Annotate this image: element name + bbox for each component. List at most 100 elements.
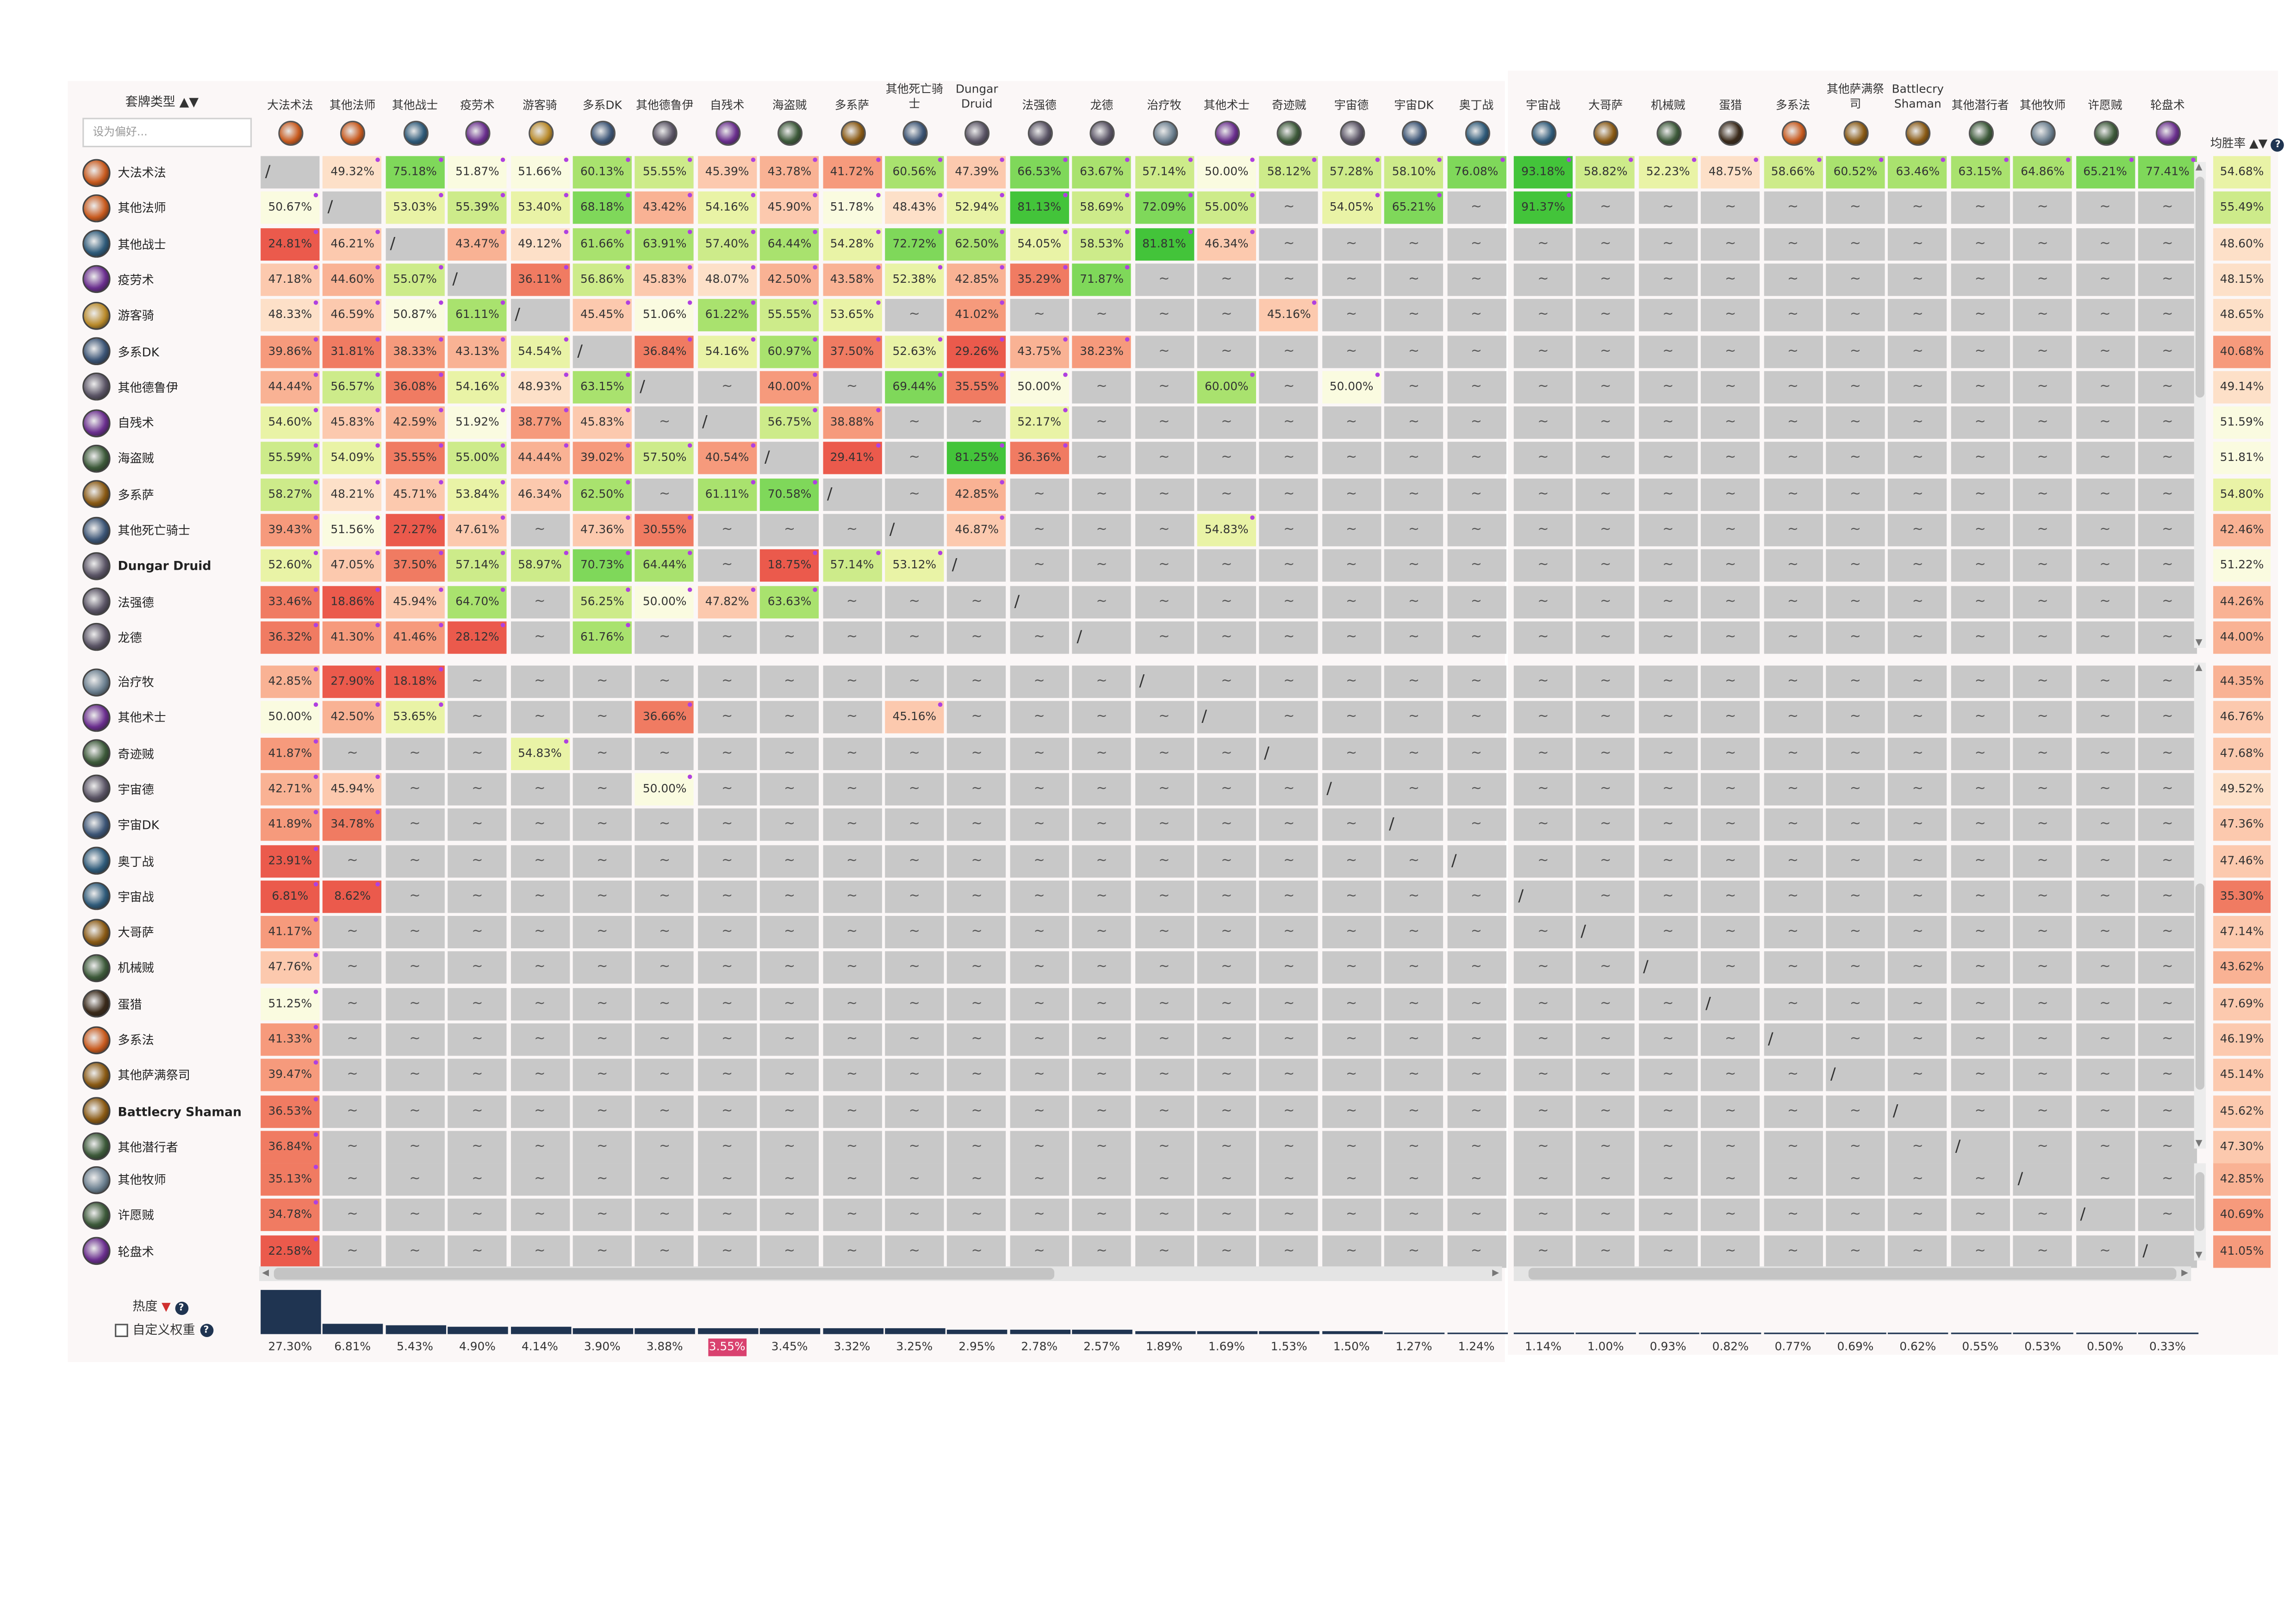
matchup-cell[interactable]: ~ <box>2013 1059 2072 1092</box>
matchup-cell[interactable]: ~ <box>1701 1163 1760 1196</box>
matchup-cell[interactable]: ~ <box>2075 987 2135 1020</box>
matchup-cell[interactable]: 53.65% <box>822 299 882 332</box>
matchup-cell[interactable]: ~ <box>1134 1023 1194 1056</box>
matchup-cell[interactable]: ~ <box>572 1023 632 1056</box>
matchup-cell[interactable]: ~ <box>572 1095 632 1127</box>
matchup-cell[interactable]: 71.87% <box>1072 263 1132 296</box>
matchup-cell[interactable]: ~ <box>572 1235 632 1268</box>
matchup-cell[interactable]: ~ <box>1826 514 1885 547</box>
matchup-cell[interactable]: 58.12% <box>1259 156 1319 189</box>
matchup-cell[interactable]: 57.14% <box>822 549 882 582</box>
matchup-cell[interactable]: ~ <box>2075 1059 2135 1092</box>
column-header[interactable]: 宇宙战 <box>1526 99 1561 112</box>
matchup-cell[interactable]: ~ <box>448 737 507 770</box>
matchup-cell[interactable]: ~ <box>1826 478 1885 511</box>
matchup-cell[interactable]: 47.61% <box>448 514 507 547</box>
matchup-cell[interactable]: 45.94% <box>385 585 445 618</box>
matchup-cell[interactable]: ~ <box>1701 192 1760 224</box>
matchup-cell[interactable]: ~ <box>947 1235 1007 1268</box>
matchup-cell[interactable]: 51.87% <box>448 156 507 189</box>
matchup-cell[interactable]: 23.91% <box>261 844 320 877</box>
matchup-cell[interactable]: ~ <box>1384 666 1444 698</box>
matchup-cell[interactable]: ~ <box>885 1235 944 1268</box>
matchup-cell[interactable]: ~ <box>947 1163 1007 1196</box>
matchup-cell[interactable]: ~ <box>635 1235 694 1268</box>
matchup-cell[interactable]: ~ <box>1072 1235 1132 1268</box>
matchup-cell[interactable]: ~ <box>635 737 694 770</box>
matchup-cell[interactable]: 63.15% <box>1951 156 2010 189</box>
matchup-cell[interactable]: ~ <box>1072 549 1132 582</box>
column-header[interactable]: 多系DK <box>582 99 622 112</box>
matchup-cell[interactable]: ~ <box>1134 1095 1194 1127</box>
matchup-cell[interactable]: ~ <box>1701 263 1760 296</box>
matchup-cell[interactable]: ~ <box>448 1059 507 1092</box>
matchup-cell[interactable]: 52.60% <box>261 549 320 582</box>
column-header[interactable]: 机械贼 <box>1650 99 1686 112</box>
matchup-cell[interactable]: ~ <box>448 1235 507 1268</box>
matchup-cell[interactable]: ~ <box>1826 952 1885 984</box>
matchup-cell[interactable]: 38.23% <box>1072 335 1132 367</box>
matchup-cell[interactable]: 65.21% <box>2075 156 2135 189</box>
matchup-cell[interactable]: ~ <box>1322 809 1381 841</box>
matchup-cell[interactable]: ~ <box>1763 916 1823 949</box>
matchup-cell[interactable]: ~ <box>822 666 882 698</box>
matchup-cell[interactable]: ~ <box>1322 299 1381 332</box>
matchup-cell[interactable]: ~ <box>2138 737 2197 770</box>
matchup-cell[interactable]: ~ <box>760 1131 819 1164</box>
matchup-cell[interactable]: ~ <box>2013 880 2072 913</box>
matchup-cell[interactable]: ~ <box>1638 335 1698 367</box>
row-label[interactable]: 其他萨满祭司 <box>118 1068 190 1083</box>
matchup-cell[interactable]: 27.27% <box>385 514 445 547</box>
matchup-cell[interactable]: ~ <box>1134 1235 1194 1268</box>
matchup-cell[interactable]: ~ <box>448 701 507 734</box>
matchup-cell[interactable]: ~ <box>1384 299 1444 332</box>
matchup-cell[interactable]: ~ <box>822 952 882 984</box>
matchup-cell[interactable]: ~ <box>1701 478 1760 511</box>
matchup-cell[interactable]: ~ <box>1259 227 1319 260</box>
matchup-cell[interactable]: ~ <box>1701 227 1760 260</box>
matchup-cell[interactable]: ~ <box>1888 406 1948 439</box>
matchup-cell[interactable]: ~ <box>1763 1095 1823 1127</box>
matchup-cell[interactable]: 48.43% <box>885 192 944 224</box>
matchup-cell[interactable]: ~ <box>1322 916 1381 949</box>
row-label[interactable]: 大哥萨 <box>118 925 154 940</box>
matchup-cell[interactable]: ~ <box>1576 701 1635 734</box>
matchup-cell[interactable]: ~ <box>510 809 570 841</box>
sort-desc-icon[interactable]: ▼ <box>162 1300 171 1314</box>
matchup-cell[interactable]: ~ <box>885 299 944 332</box>
matchup-cell[interactable]: ~ <box>510 1059 570 1092</box>
matchup-cell[interactable]: 55.00% <box>448 442 507 475</box>
matchup-cell[interactable]: ~ <box>323 987 382 1020</box>
matchup-cell[interactable]: ~ <box>1701 514 1760 547</box>
matchup-cell[interactable]: ~ <box>1638 1163 1698 1196</box>
matchup-cell[interactable]: ~ <box>1072 737 1132 770</box>
matchup-cell[interactable]: ~ <box>1447 987 1506 1020</box>
matchup-cell[interactable]: ~ <box>1576 299 1635 332</box>
matchup-cell[interactable]: ~ <box>1134 737 1194 770</box>
matchup-cell[interactable]: 58.53% <box>1072 227 1132 260</box>
matchup-cell[interactable]: ~ <box>1447 1163 1506 1196</box>
matchup-cell[interactable]: ~ <box>1072 514 1132 547</box>
matchup-cell[interactable]: 57.14% <box>448 549 507 582</box>
matchup-cell[interactable]: ~ <box>822 585 882 618</box>
matchup-cell[interactable]: 8.62% <box>323 880 382 913</box>
matchup-cell[interactable]: ~ <box>1322 335 1381 367</box>
matchup-cell[interactable]: ~ <box>2013 442 2072 475</box>
matchup-cell[interactable]: ~ <box>885 1131 944 1164</box>
matchup-cell[interactable]: ~ <box>1447 737 1506 770</box>
matchup-cell[interactable]: ~ <box>2013 514 2072 547</box>
matchup-cell[interactable]: ~ <box>1701 880 1760 913</box>
matchup-cell[interactable]: 43.78% <box>760 156 819 189</box>
matchup-cell[interactable]: ~ <box>1826 227 1885 260</box>
matchup-cell[interactable]: ~ <box>822 1235 882 1268</box>
matchup-cell[interactable]: ~ <box>1638 299 1698 332</box>
matchup-cell[interactable]: ~ <box>1888 844 1948 877</box>
matchup-cell[interactable]: / <box>1951 1131 2010 1164</box>
matchup-cell[interactable]: ~ <box>2138 478 2197 511</box>
matchup-cell[interactable]: ~ <box>1513 1163 1573 1196</box>
matchup-cell[interactable]: ~ <box>1384 1235 1444 1268</box>
matchup-cell[interactable]: ~ <box>2075 227 2135 260</box>
matchup-cell[interactable]: 50.00% <box>635 585 694 618</box>
matchup-cell[interactable]: ~ <box>1513 1235 1573 1268</box>
matchup-cell[interactable]: ~ <box>1513 809 1573 841</box>
